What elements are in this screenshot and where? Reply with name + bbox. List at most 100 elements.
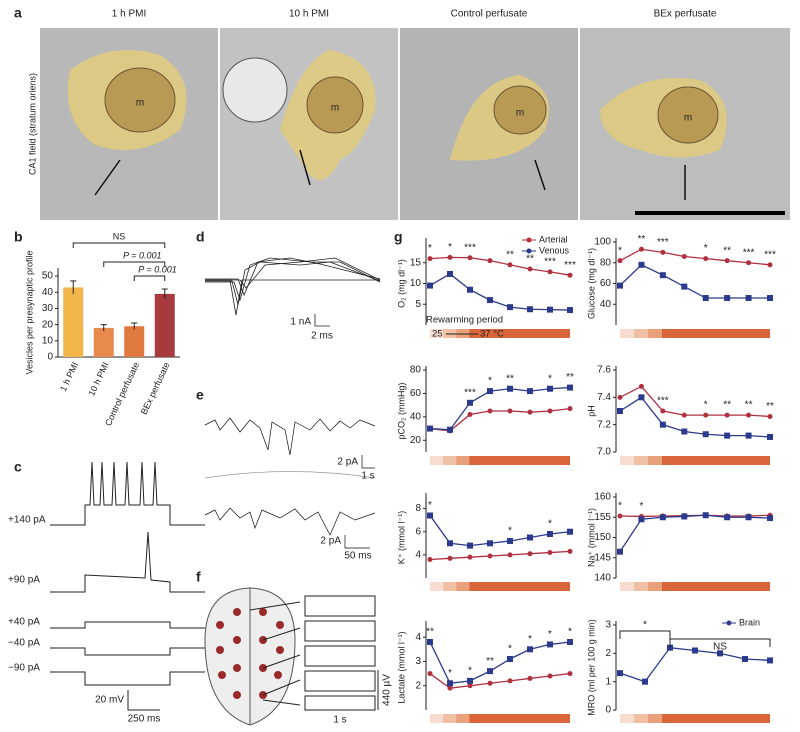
panel-label: e [196, 387, 204, 403]
point [746, 412, 752, 418]
point [487, 408, 493, 414]
point [660, 249, 666, 255]
point [427, 256, 433, 262]
rewarming-bar [634, 582, 648, 591]
y-tick-label: 0 [605, 705, 611, 716]
point [567, 528, 573, 535]
panel-label: d [196, 229, 205, 245]
y-tick-label: 7.6 [597, 365, 611, 376]
significance: * [548, 519, 552, 530]
series-line [429, 273, 571, 311]
point [767, 262, 773, 268]
scale-label: 1 s [361, 471, 374, 482]
rewarming-bar [430, 329, 444, 338]
micrographs [40, 28, 790, 220]
bar [124, 326, 145, 357]
point [681, 254, 687, 260]
point [617, 548, 623, 555]
y-tick-label: 5 [415, 299, 421, 310]
marker: m [331, 103, 339, 114]
series-line [429, 386, 571, 431]
point [681, 412, 687, 418]
scale-label: 1 nA [290, 317, 311, 328]
y-tick-label: 20 [410, 435, 422, 446]
rewarming-bar [469, 456, 570, 465]
point [427, 282, 433, 289]
scale-label: 20 mV [95, 695, 124, 706]
point [681, 283, 688, 290]
point [507, 304, 513, 311]
point [467, 554, 473, 560]
bar [63, 287, 84, 357]
point [427, 425, 433, 432]
bar [93, 327, 114, 357]
panel-label: b [14, 229, 23, 245]
significance: ** [638, 234, 646, 245]
point [547, 673, 553, 679]
series-line [429, 550, 571, 561]
point [617, 282, 623, 289]
point [547, 531, 553, 538]
y-tick-label: 145 [594, 552, 611, 563]
rewarming-bar [662, 714, 770, 723]
y-tick-label: 40 [600, 299, 612, 310]
significance: *** [544, 257, 556, 268]
series-line [429, 256, 571, 276]
point [487, 258, 493, 264]
series-line [619, 264, 770, 299]
point [467, 542, 473, 549]
traces [205, 257, 381, 327]
scale-label: 2 pA [337, 457, 358, 468]
significance: * [428, 500, 432, 511]
point [638, 246, 644, 252]
image-title: BEx perfusate [654, 9, 717, 20]
y-tick-label: 150 [594, 532, 611, 543]
y-tick-label: 100 [594, 237, 611, 248]
point [642, 678, 648, 685]
y-tick-label: 60 [600, 278, 612, 289]
significance: *** [464, 387, 476, 398]
point [467, 683, 473, 689]
point [447, 254, 453, 260]
y-tick-label: 7.2 [597, 419, 611, 430]
point [617, 513, 623, 519]
y-tick-label: 30 [42, 303, 54, 314]
bracket [133, 275, 166, 281]
significance: * [639, 501, 643, 512]
series-line [429, 672, 571, 689]
series-line [429, 408, 571, 432]
point [724, 258, 730, 264]
rewarming-bar [469, 714, 570, 723]
significance: * [548, 629, 552, 640]
point [447, 270, 453, 277]
point [767, 295, 773, 302]
legend-label: Brain [739, 617, 760, 627]
y-tick-label: 8 [415, 503, 421, 514]
legend-marker [526, 248, 532, 254]
y-tick-label: 50 [42, 271, 54, 282]
scale-label: 2 pA [320, 536, 341, 547]
point [617, 670, 623, 677]
point [507, 408, 513, 414]
significance: ** [766, 401, 774, 412]
current-label: −40 pA [8, 638, 40, 649]
point [767, 413, 773, 419]
y-label: Lactate (mmol l⁻¹) [396, 631, 406, 703]
rewarming-bar [456, 456, 470, 465]
significance: ** [506, 373, 514, 384]
point [467, 399, 473, 406]
significance: * [448, 242, 452, 253]
y-tick-label: 60 [410, 388, 422, 399]
y-label: pH [586, 405, 596, 417]
y-tick-label: 0 [47, 352, 53, 363]
point [527, 675, 533, 681]
legend-marker [526, 237, 532, 243]
point [507, 262, 513, 268]
significance: * [428, 243, 432, 254]
point [547, 408, 553, 414]
y-tick-label: 155 [594, 512, 611, 523]
significance: *** [743, 247, 755, 258]
point [746, 260, 752, 266]
y-tick-label: 4 [415, 632, 421, 643]
scale-label: 250 ms [128, 714, 161, 725]
